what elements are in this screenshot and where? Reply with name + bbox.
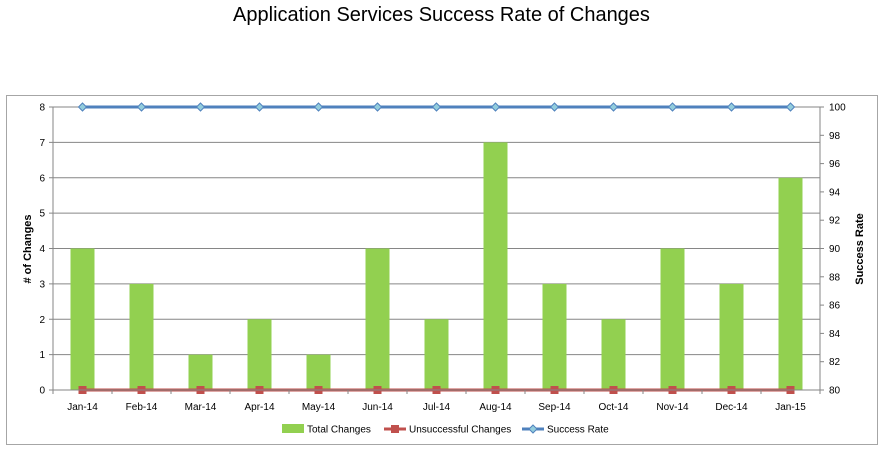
- legend-marker: [391, 425, 399, 433]
- x-tick-label: Aug-14: [479, 402, 512, 413]
- legend-label: Unsuccessful Changes: [409, 425, 511, 436]
- y-tick-label: 2: [39, 315, 45, 326]
- bar: [601, 319, 626, 390]
- bar: [542, 283, 567, 390]
- y-tick-label: 8: [39, 103, 45, 114]
- bars-series: [70, 142, 803, 390]
- y2-tick-label: 100: [829, 103, 846, 114]
- point-marker: [431, 102, 442, 112]
- point-marker: [726, 102, 737, 112]
- legend-label: Total Changes: [307, 425, 371, 436]
- point-marker: [549, 102, 560, 112]
- bar: [247, 319, 272, 390]
- point-marker: [667, 102, 678, 112]
- x-tick-label: Jan-14: [67, 402, 98, 413]
- x-tick-label: Oct-14: [598, 402, 628, 413]
- y-tick-label: 3: [39, 279, 45, 290]
- point-marker: [254, 102, 265, 112]
- y-tick-label: 0: [39, 386, 45, 397]
- y2-tick-label: 88: [829, 272, 841, 283]
- x-tick-label: May-14: [302, 402, 336, 413]
- y2-tick-label: 84: [829, 329, 841, 340]
- y-tick-label: 5: [39, 209, 45, 220]
- point-marker: [372, 102, 383, 112]
- y-tick-label: 7: [39, 138, 45, 149]
- bar: [129, 283, 154, 390]
- bar: [483, 142, 508, 390]
- x-tick-label: Apr-14: [244, 402, 274, 413]
- point-marker: [77, 102, 88, 112]
- legend-marker: [528, 424, 538, 434]
- x-tick-label: Dec-14: [715, 402, 748, 413]
- bar: [306, 354, 331, 390]
- x-tick-label: Sep-14: [538, 402, 571, 413]
- y2-axis-title: Success Rate: [854, 213, 866, 285]
- point-marker: [313, 102, 324, 112]
- bar: [424, 319, 449, 390]
- bar: [719, 283, 744, 390]
- y2-tick-label: 98: [829, 131, 841, 142]
- y2-tick-label: 94: [829, 187, 841, 198]
- point-marker: [136, 102, 147, 112]
- x-tick-label: Feb-14: [126, 402, 158, 413]
- y-axis-title: # of Changes: [22, 214, 34, 283]
- legend: Total Changes Unsuccessful Changes Success…: [282, 424, 609, 436]
- x-tick-label: Mar-14: [185, 402, 217, 413]
- bar: [188, 354, 213, 390]
- y-tick-label: 4: [39, 244, 45, 255]
- y2-tick-label: 92: [829, 216, 841, 227]
- y2-tick-label: 90: [829, 244, 841, 255]
- bar: [778, 177, 803, 390]
- bar: [365, 248, 390, 390]
- x-tick-label: Nov-14: [656, 402, 689, 413]
- x-tick-label: Jun-14: [362, 402, 393, 413]
- chart-title: Application Services Success Rate of Cha…: [233, 4, 650, 26]
- y2-tick-label: 82: [829, 357, 841, 368]
- point-marker: [195, 102, 206, 112]
- x-tick-label: Jan-15: [775, 402, 806, 413]
- bar: [660, 248, 685, 390]
- y2-tick-label: 96: [829, 159, 841, 170]
- chart-frame: [6, 95, 878, 445]
- point-marker: [785, 102, 796, 112]
- point-marker: [490, 102, 501, 112]
- x-tick-label: Jul-14: [423, 402, 451, 413]
- y-tick-label: 1: [39, 350, 45, 361]
- legend-swatch: [282, 424, 304, 433]
- y2-tick-label: 86: [829, 301, 841, 312]
- point-marker: [608, 102, 619, 112]
- legend-label: Success Rate: [547, 425, 609, 436]
- y-tick-label: 6: [39, 173, 45, 184]
- bar: [70, 248, 95, 390]
- y2-tick-label: 80: [829, 386, 841, 397]
